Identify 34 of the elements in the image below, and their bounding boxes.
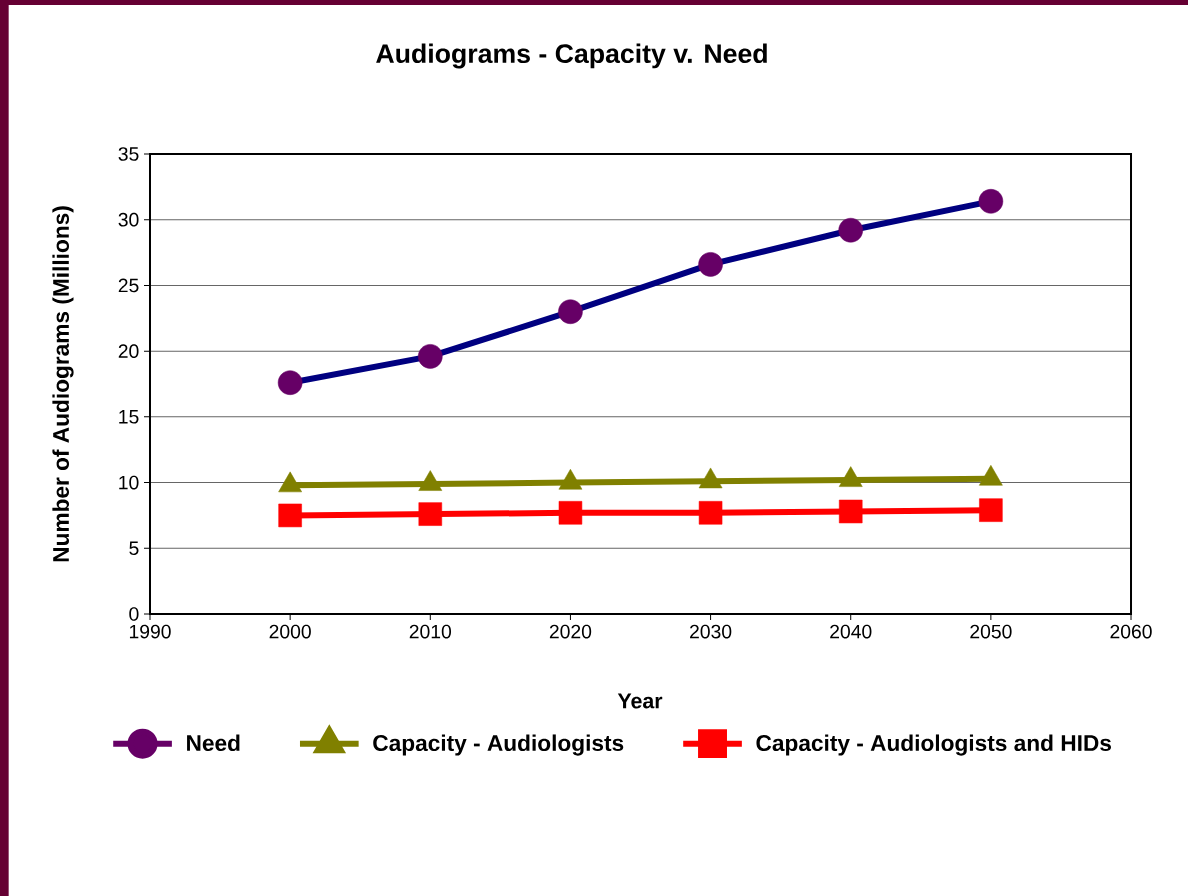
x-tick-label: 1990: [129, 624, 171, 639]
point: [418, 344, 443, 369]
x-tick-label: 2050: [970, 624, 1012, 639]
x-tick-label: 2040: [830, 624, 872, 639]
x-tick-label: 2020: [549, 624, 592, 639]
x-tick-label: 2010: [409, 624, 452, 639]
y-axis-title: Number of Audiograms (Millions): [52, 206, 74, 562]
point: [558, 299, 583, 324]
y-tick-label: 30: [118, 212, 139, 227]
y-tick-label: 10: [119, 475, 139, 490]
point: [978, 189, 1004, 214]
y-tick-label: 5: [129, 541, 139, 556]
y-tick-label: 15: [119, 410, 139, 424]
x-tick-label: 2060: [1110, 624, 1152, 639]
point: [698, 501, 723, 525]
x-tick-label: 2000: [269, 624, 311, 639]
point: [558, 501, 583, 525]
chart-title: Audiograms - Capacity v. Need: [376, 43, 767, 69]
y-tick-label: 20: [118, 344, 139, 358]
point: [418, 502, 443, 526]
x-axis-title: Year: [617, 693, 663, 709]
point: [278, 503, 302, 528]
x-tick-label: 2030: [690, 624, 732, 639]
y-tick-label: 0: [129, 607, 139, 621]
point: [698, 252, 723, 277]
point: [979, 498, 1003, 522]
legend-label: Need: [187, 734, 240, 752]
legend-label: Capacity - Audiologists: [373, 734, 624, 756]
point: [838, 217, 863, 243]
legend-label: Capacity - Audiologists and HIDs: [756, 734, 1111, 756]
point: [838, 499, 863, 524]
point: [277, 370, 303, 395]
y-tick-label: 25: [118, 278, 139, 293]
y-tick-label: 35: [118, 147, 139, 161]
